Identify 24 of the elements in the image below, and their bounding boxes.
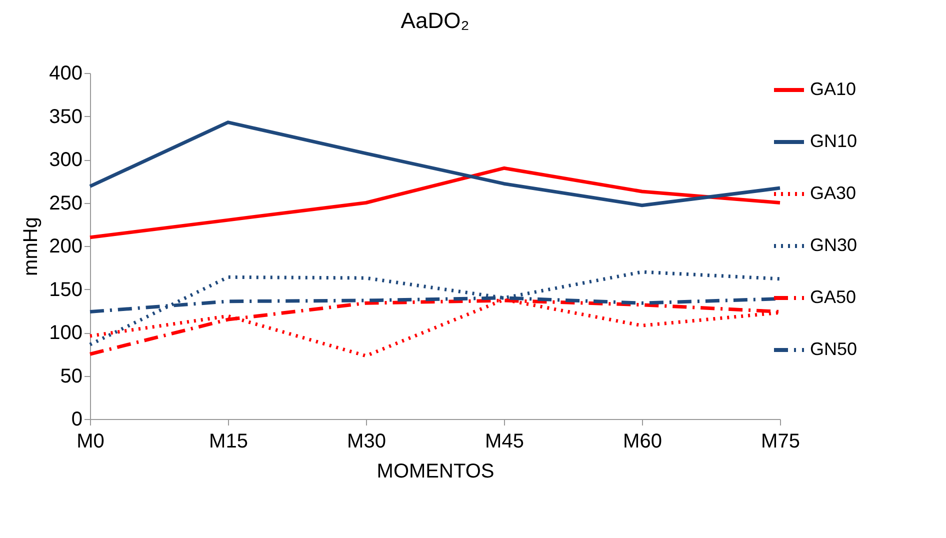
x-tick-label: M15 [209,430,248,452]
x-axis-title: MOMENTOS [376,460,494,482]
legend-label: GA30 [810,183,856,203]
legend-label: GN50 [810,339,858,359]
x-tick-label: M75 [761,430,800,452]
x-tick-label: M60 [623,430,662,452]
y-tick-label: 50 [60,365,82,388]
chart-title: AaDO₂ [400,8,470,33]
y-axis-title: mmHg [20,217,42,276]
legend-label: GA10 [810,79,856,99]
legend-label: GN10 [810,131,858,151]
y-tick-label: 350 [49,106,82,128]
x-tick-label: M0 [76,430,104,452]
legend-label: GN30 [810,235,858,255]
y-tick-label: 100 [49,322,82,344]
x-tick-label: M30 [347,430,386,452]
y-tick-label: 300 [49,149,82,171]
y-tick-label: 400 [49,62,82,84]
y-tick-label: 200 [49,236,82,258]
legend-label: GA50 [810,287,856,307]
y-tick-label: 0 [71,408,82,430]
x-tick-label: M45 [485,430,524,452]
y-tick-label: 150 [49,278,82,301]
y-tick-label: 250 [49,192,82,214]
